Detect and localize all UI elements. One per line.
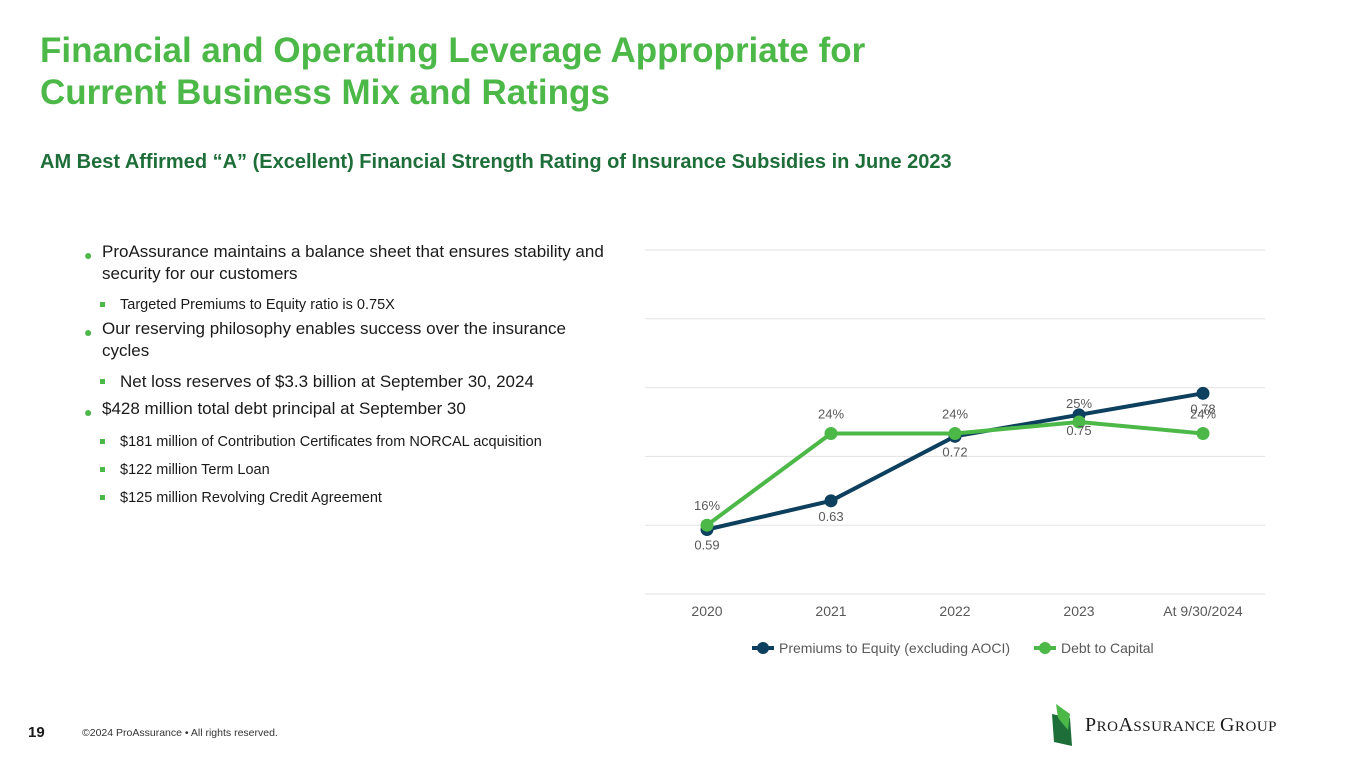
data-label: 0.75	[1066, 423, 1091, 438]
slide-subtitle: AM Best Affirmed “A” (Excellent) Financi…	[40, 151, 952, 173]
data-point	[824, 494, 838, 508]
square-bullet-icon	[100, 467, 105, 472]
slide-title-line2: Current Business Mix and Ratings	[40, 73, 610, 112]
sub-bullet-1-1-text: Targeted Premiums to Equity ratio is 0.7…	[120, 297, 395, 313]
data-label: 0.59	[694, 538, 719, 553]
sub-bullet-3-2: $122 million Term Loan	[84, 460, 604, 480]
x-tick-label: 2021	[815, 603, 846, 619]
x-tick-label: 2023	[1063, 603, 1094, 619]
bullet-list: ● ProAssurance maintains a balance sheet…	[84, 241, 604, 508]
bullet-dot-icon: ●	[84, 247, 93, 263]
data-point	[700, 518, 714, 532]
proassurance-logo-icon	[1052, 704, 1072, 746]
bullet-dot-icon: ●	[84, 404, 93, 420]
square-bullet-icon	[100, 379, 105, 384]
square-bullet-icon	[100, 302, 105, 307]
data-point	[1072, 415, 1086, 429]
data-label: 25%	[1066, 396, 1092, 411]
data-label: 16%	[694, 498, 720, 513]
sub-bullet-1-1: Targeted Premiums to Equity ratio is 0.7…	[84, 295, 604, 315]
bullet-1: ● ProAssurance maintains a balance sheet…	[84, 241, 604, 285]
data-label: 0.72	[942, 444, 967, 459]
data-label: 0.63	[818, 509, 843, 524]
square-bullet-icon	[100, 495, 105, 500]
x-tick-label: 2022	[939, 603, 970, 619]
sub-bullet-2-1: Net loss reserves of $3.3 billion at Sep…	[84, 371, 604, 393]
sub-bullet-3-2-text: $122 million Term Loan	[120, 462, 270, 478]
leverage-line-chart: 2020 2021 2022 2023 At 9/30/2024 0.59 0.63 0.72…	[645, 249, 1265, 656]
legend-label: Debt to Capital	[1061, 640, 1154, 656]
data-label: 24%	[1190, 406, 1216, 421]
slide-title-line1: Financial and Operating Leverage Appropr…	[40, 31, 866, 70]
square-bullet-icon	[100, 439, 105, 444]
sub-bullet-2-1-text: Net loss reserves of $3.3 billion at Sep…	[120, 372, 534, 391]
data-label: 24%	[818, 406, 844, 421]
data-point	[948, 426, 962, 440]
legend-label: Premiums to Equity (excluding AOCI)	[779, 640, 1010, 656]
bullet-2: ● Our reserving philosophy enables succe…	[84, 318, 604, 362]
data-point	[1196, 426, 1210, 440]
proassurance-logo-text: PROASSURANCE GROUP	[1085, 714, 1277, 736]
bullet-3-text: $428 million total debt principal at Sep…	[102, 399, 466, 418]
sub-bullet-3-1-text: $181 million of Contribution Certificate…	[120, 434, 542, 450]
page-number: 19	[28, 724, 45, 741]
legend-swatch-marker	[757, 642, 769, 654]
data-label: 24%	[942, 406, 968, 421]
data-point	[824, 426, 838, 440]
bullet-3: ● $428 million total debt principal at S…	[84, 398, 604, 420]
x-tick-label: 2020	[691, 603, 722, 619]
sub-bullet-3-3-text: $125 million Revolving Credit Agreement	[120, 490, 382, 506]
legend-swatch-marker	[1039, 642, 1051, 654]
sub-bullet-3-1: $181 million of Contribution Certificate…	[84, 432, 604, 452]
bullet-2-text: Our reserving philosophy enables success…	[102, 319, 566, 360]
data-label: 0.78	[1190, 401, 1215, 416]
data-point	[1196, 386, 1210, 400]
bullet-1-text: ProAssurance maintains a balance sheet t…	[102, 242, 604, 283]
bullet-dot-icon: ●	[84, 324, 93, 340]
slide-title: Financial and Operating Leverage Appropr…	[40, 30, 940, 114]
x-tick-label: At 9/30/2024	[1163, 603, 1243, 619]
copyright-text: ©2024 ProAssurance • All rights reserved…	[82, 727, 278, 739]
sub-bullet-3-3: $125 million Revolving Credit Agreement	[84, 488, 604, 508]
